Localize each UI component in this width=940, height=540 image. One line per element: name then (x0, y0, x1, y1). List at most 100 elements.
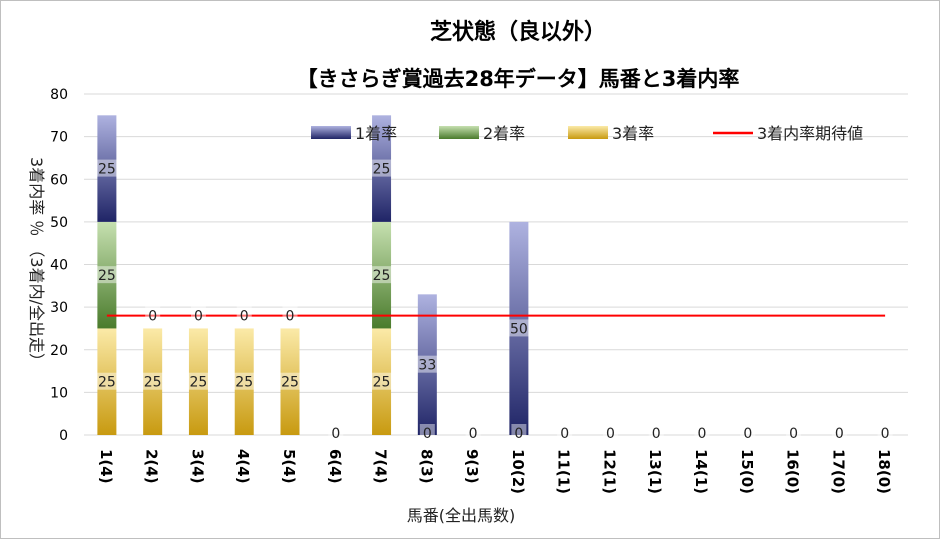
data-label-bg (278, 372, 302, 390)
data-label-bg (370, 159, 394, 177)
x-axis-title: 馬番(全出馬数) (407, 506, 516, 525)
y-tick-label: 70 (50, 130, 68, 146)
x-tick-label: 12(1) (600, 449, 618, 494)
x-tick-label: 5(4) (280, 449, 298, 484)
chart-subtitle: 【きさらぎ賞過去28年データ】馬番と3着内率 (297, 67, 740, 91)
data-label-bg (190, 306, 206, 324)
data-label-bg (141, 372, 165, 390)
data-label: 0 (743, 426, 752, 442)
data-label: 25 (98, 268, 116, 284)
y-tick-label: 20 (50, 343, 68, 359)
data-label: 0 (240, 308, 249, 324)
x-tick-label: 18(0) (875, 449, 893, 494)
data-label: 0 (194, 308, 203, 324)
x-tick-label: 4(4) (234, 449, 252, 484)
x-tick-label: 1(4) (97, 449, 115, 484)
data-label: 0 (286, 308, 295, 324)
data-label-bg (877, 424, 893, 441)
data-label: 0 (606, 426, 615, 442)
x-tick-label: 2(4) (143, 449, 161, 484)
data-label: 0 (331, 426, 340, 442)
data-label: 0 (881, 426, 890, 442)
data-label: 0 (469, 426, 478, 442)
chart-title: 芝状態（良以外） (430, 19, 606, 45)
legend-label: 1着率 (355, 124, 397, 143)
data-label-bg (95, 159, 119, 177)
x-tick-label: 6(4) (326, 449, 344, 484)
data-label-bg (370, 372, 394, 390)
data-label-bg (282, 306, 298, 324)
data-label-bg (95, 266, 119, 284)
bar-3着率 (234, 328, 254, 435)
y-tick-label: 0 (59, 428, 68, 444)
x-tick-label: 16(0) (784, 449, 802, 494)
data-label-bg (786, 424, 802, 441)
x-tick-label: 9(3) (463, 449, 481, 484)
x-axis-ticks: 1(4) 2(4) 3(4) 4(4) 5(4) 6(4) 7(4) 8(3) 9(3) 10(2… (97, 449, 893, 494)
data-label: 25 (190, 375, 208, 391)
bar-3着率 (97, 328, 117, 435)
bars (97, 115, 529, 435)
bar-2着率 (97, 221, 117, 329)
data-label-bg (370, 266, 394, 284)
bar-3着率 (372, 328, 392, 435)
legend-swatch (439, 126, 479, 139)
data-label-bg (648, 424, 664, 441)
x-tick-label: 10(2) (509, 449, 527, 494)
bar-1着率 (372, 115, 392, 222)
data-label: 25 (281, 375, 299, 391)
data-label: 0 (835, 426, 844, 442)
y-tick-label: 30 (50, 300, 68, 316)
x-tick-label: 7(4) (372, 449, 390, 484)
bar-2着率 (372, 221, 392, 329)
x-tick-label: 8(3) (417, 449, 435, 484)
data-label: 0 (514, 426, 523, 442)
data-label-bg (328, 424, 344, 441)
data-label-bg (186, 372, 210, 390)
bar-3着率 (188, 328, 208, 435)
data-label: 25 (235, 375, 253, 391)
legend-swatch (311, 126, 351, 139)
x-tick-label: 11(1) (555, 449, 573, 494)
data-label-bg (465, 424, 481, 441)
y-axis-title: 3着内率 ％ （3着内/全出走） (27, 157, 46, 369)
bar-3着率 (143, 328, 163, 435)
bar-1着率 (97, 115, 117, 222)
data-label: 25 (373, 162, 391, 178)
data-label: 25 (98, 375, 116, 391)
data-label: 25 (373, 268, 391, 284)
y-tick-label: 80 (50, 87, 68, 103)
bar-1着率 (509, 221, 529, 435)
data-label-bg (145, 306, 161, 324)
data-label-bg (507, 319, 531, 337)
data-label-bg (557, 424, 573, 441)
y-tick-label: 10 (50, 385, 68, 401)
bar-1着率 (417, 294, 437, 435)
data-label-bg (95, 372, 119, 390)
y-tick-label: 50 (50, 215, 68, 231)
data-label: 0 (560, 426, 569, 442)
data-label: 0 (148, 308, 157, 324)
data-label: 0 (423, 426, 432, 442)
x-tick-label: 17(0) (829, 449, 847, 494)
data-label-bg (740, 424, 756, 441)
data-labels: 25 25 25 25 0 25 0 25 0 25 0 0 25 25 25 0 33 0 0 50 0 0 0 0 0 0 0 0 (95, 159, 893, 442)
gridlines (84, 93, 908, 436)
data-label-bg (236, 306, 252, 324)
x-tick-label: 14(1) (692, 449, 710, 494)
legend-label: 2着率 (483, 124, 525, 143)
data-label: 50 (510, 321, 528, 337)
legend-swatch (568, 126, 608, 139)
data-label: 25 (144, 375, 162, 391)
data-label: 25 (373, 375, 391, 391)
x-tick-label: 15(0) (738, 449, 756, 494)
legend: 1着率 2着率 3着率 3着内率期待値 (311, 124, 863, 143)
data-label-bg (831, 424, 847, 441)
y-axis-ticks: 0 10 20 30 40 50 60 70 80 (50, 87, 68, 444)
y-tick-label: 60 (50, 172, 68, 188)
data-label-bg (694, 424, 710, 441)
legend-label: 3着率 (612, 124, 654, 143)
data-label-bg (511, 424, 527, 441)
bar-3着率 (280, 328, 300, 435)
